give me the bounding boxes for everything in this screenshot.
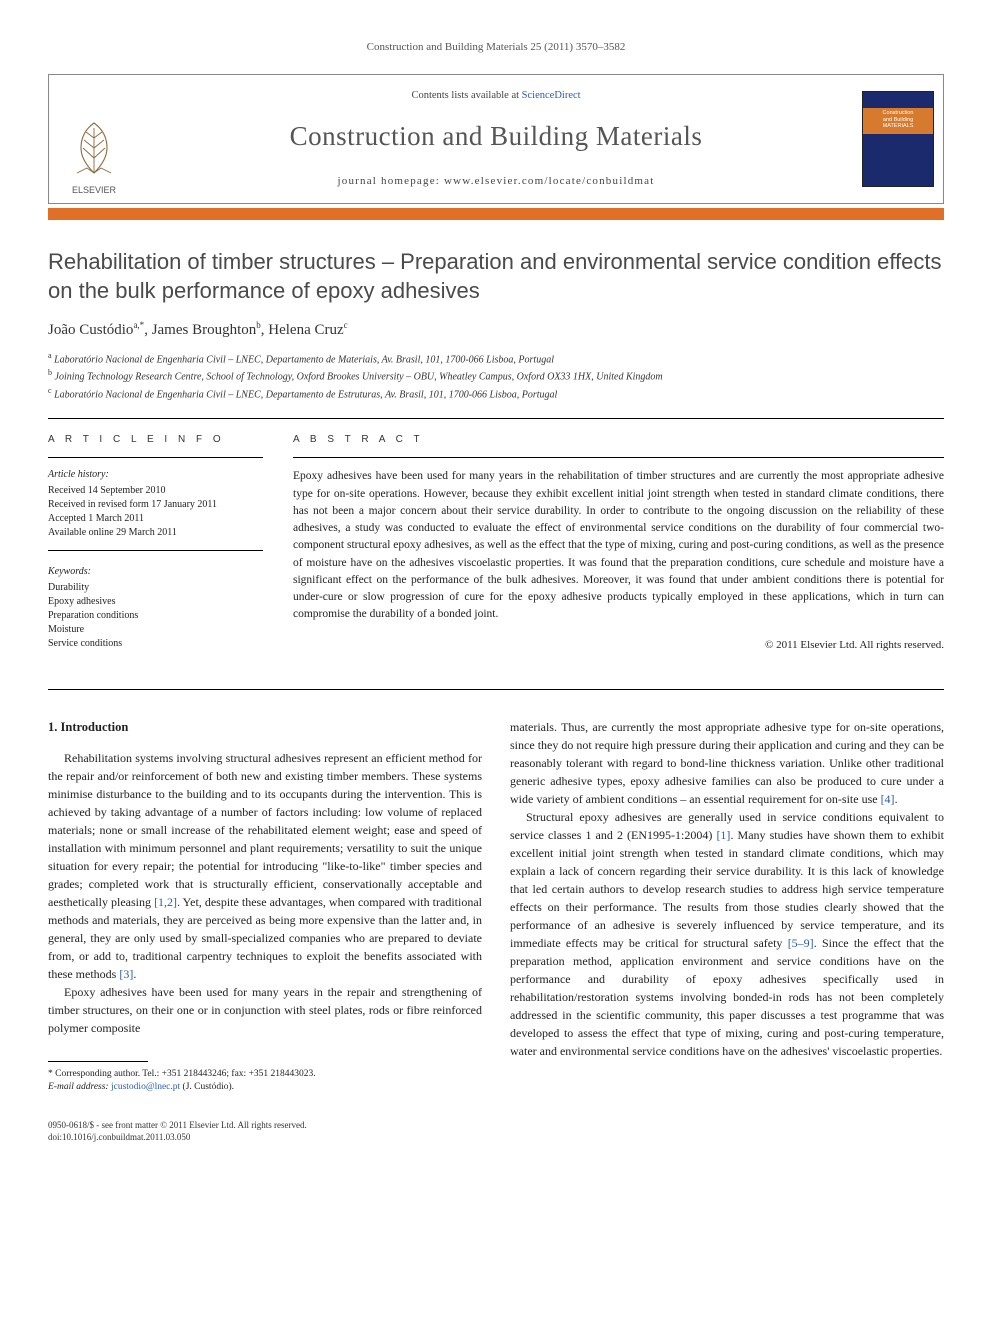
info-abstract-row: A R T I C L E I N F O Article history: R… (48, 433, 944, 676)
keyword: Service conditions (48, 637, 263, 651)
cover-line-1: Construction (863, 110, 933, 117)
history-line: Available online 29 March 2011 (48, 526, 263, 540)
citation-link[interactable]: [4] (881, 792, 895, 806)
body-text: . Since the effect that the preparation … (510, 936, 944, 1058)
keyword: Epoxy adhesives (48, 595, 263, 609)
affiliations: a Laboratório Nacional de Engenharia Civ… (48, 350, 944, 402)
footer-left: 0950-0618/$ - see front matter © 2011 El… (48, 1119, 307, 1144)
journal-header: ELSEVIER Contents lists available at Sci… (48, 74, 944, 204)
email-label: E-mail address: (48, 1082, 109, 1092)
footer-copyright: 0950-0618/$ - see front matter © 2011 El… (48, 1119, 307, 1132)
abstract-column: A B S T R A C T Epoxy adhesives have bee… (293, 433, 944, 676)
body-text: . (133, 967, 136, 981)
email-link[interactable]: jcustodio@lnec.pt (111, 1082, 180, 1092)
footnote-separator (48, 1061, 148, 1062)
corresponding-author-footnote: * Corresponding author. Tel.: +351 21844… (48, 1068, 482, 1095)
author-name: Helena Cruz (268, 322, 343, 338)
affil-text: Joining Technology Research Centre, Scho… (55, 372, 663, 383)
article-title: Rehabilitation of timber structures – Pr… (48, 248, 944, 305)
rule (293, 457, 944, 458)
abstract-text: Epoxy adhesives have been used for many … (293, 468, 944, 623)
journal-homepage: journal homepage: www.elsevier.com/locat… (337, 174, 654, 190)
body-columns: 1. Introduction Rehabilitation systems i… (48, 718, 944, 1094)
history-line: Received 14 September 2010 (48, 484, 263, 498)
publisher-logo-cell: ELSEVIER (49, 75, 139, 203)
author-name: James Broughton (152, 322, 257, 338)
citation-link[interactable]: [1,2] (154, 895, 177, 909)
author-mark: a,* (133, 320, 144, 330)
abstract-heading: A B S T R A C T (293, 433, 944, 448)
contents-prefix: Contents lists available at (411, 90, 521, 101)
cover-band: Construction and Building MATERIALS (863, 108, 933, 134)
journal-cover-cell: Construction and Building MATERIALS (853, 75, 943, 203)
affil-mark: a (48, 351, 52, 360)
affil-mark: c (48, 386, 52, 395)
affil-text: Laboratório Nacional de Engenharia Civil… (54, 354, 554, 365)
history-line: Accepted 1 March 2011 (48, 512, 263, 526)
right-column: materials. Thus, are currently the most … (510, 718, 944, 1094)
publisher-label: ELSEVIER (72, 184, 116, 197)
author-name: João Custódio (48, 322, 133, 338)
affiliation-line: b Joining Technology Research Centre, Sc… (48, 367, 944, 384)
corr-line: * Corresponding author. Tel.: +351 21844… (48, 1068, 482, 1081)
orange-divider (48, 208, 944, 220)
body-text: . Many studies have shown them to exhibi… (510, 828, 944, 950)
keyword: Durability (48, 581, 263, 595)
body-text: Rehabilitation systems involving structu… (48, 751, 482, 909)
page-footer: 0950-0618/$ - see front matter © 2011 El… (48, 1119, 944, 1144)
author-mark: c (344, 320, 348, 330)
keywords-title: Keywords: (48, 565, 263, 579)
history-block: Article history: Received 14 September 2… (48, 457, 263, 551)
history-title: Article history: (48, 468, 263, 482)
rule (48, 418, 944, 419)
journal-title: Construction and Building Materials (290, 117, 703, 156)
body-text: . (895, 792, 898, 806)
body-paragraph: Epoxy adhesives have been used for many … (48, 983, 482, 1037)
history-line: Received in revised form 17 January 2011 (48, 498, 263, 512)
body-text: materials. Thus, are currently the most … (510, 720, 944, 806)
header-center: Contents lists available at ScienceDirec… (139, 75, 853, 203)
author-mark: b (256, 320, 261, 330)
author-list: João Custódioa,*, James Broughtonb, Hele… (48, 319, 944, 342)
citation-line: Construction and Building Materials 25 (… (48, 40, 944, 56)
section-heading: 1. Introduction (48, 718, 482, 737)
article-info-heading: A R T I C L E I N F O (48, 433, 263, 448)
affil-mark: b (48, 368, 52, 377)
elsevier-tree-icon (67, 118, 121, 178)
email-suffix: (J. Custódio). (183, 1082, 234, 1092)
rule (48, 689, 944, 690)
citation-link[interactable]: [3] (119, 967, 133, 981)
abstract-copyright: © 2011 Elsevier Ltd. All rights reserved… (293, 638, 944, 654)
footer-doi: doi:10.1016/j.conbuildmat.2011.03.050 (48, 1131, 307, 1144)
citation-link[interactable]: [1] (716, 828, 730, 842)
citation-link[interactable]: [5–9] (788, 936, 814, 950)
left-column: 1. Introduction Rehabilitation systems i… (48, 718, 482, 1094)
journal-cover-thumb: Construction and Building MATERIALS (862, 91, 934, 187)
cover-line-2: and Building (863, 117, 933, 124)
keyword: Moisture (48, 623, 263, 637)
sciencedirect-link[interactable]: ScienceDirect (522, 90, 581, 101)
affiliation-line: a Laboratório Nacional de Engenharia Civ… (48, 350, 944, 367)
keywords-block: Keywords: Durability Epoxy adhesives Pre… (48, 565, 263, 661)
article-info-column: A R T I C L E I N F O Article history: R… (48, 433, 263, 676)
affiliation-line: c Laboratório Nacional de Engenharia Civ… (48, 385, 944, 402)
contents-lists-line: Contents lists available at ScienceDirec… (411, 88, 580, 103)
affil-text: Laboratório Nacional de Engenharia Civil… (54, 389, 557, 400)
keyword: Preparation conditions (48, 609, 263, 623)
cover-line-3: MATERIALS (863, 123, 933, 130)
